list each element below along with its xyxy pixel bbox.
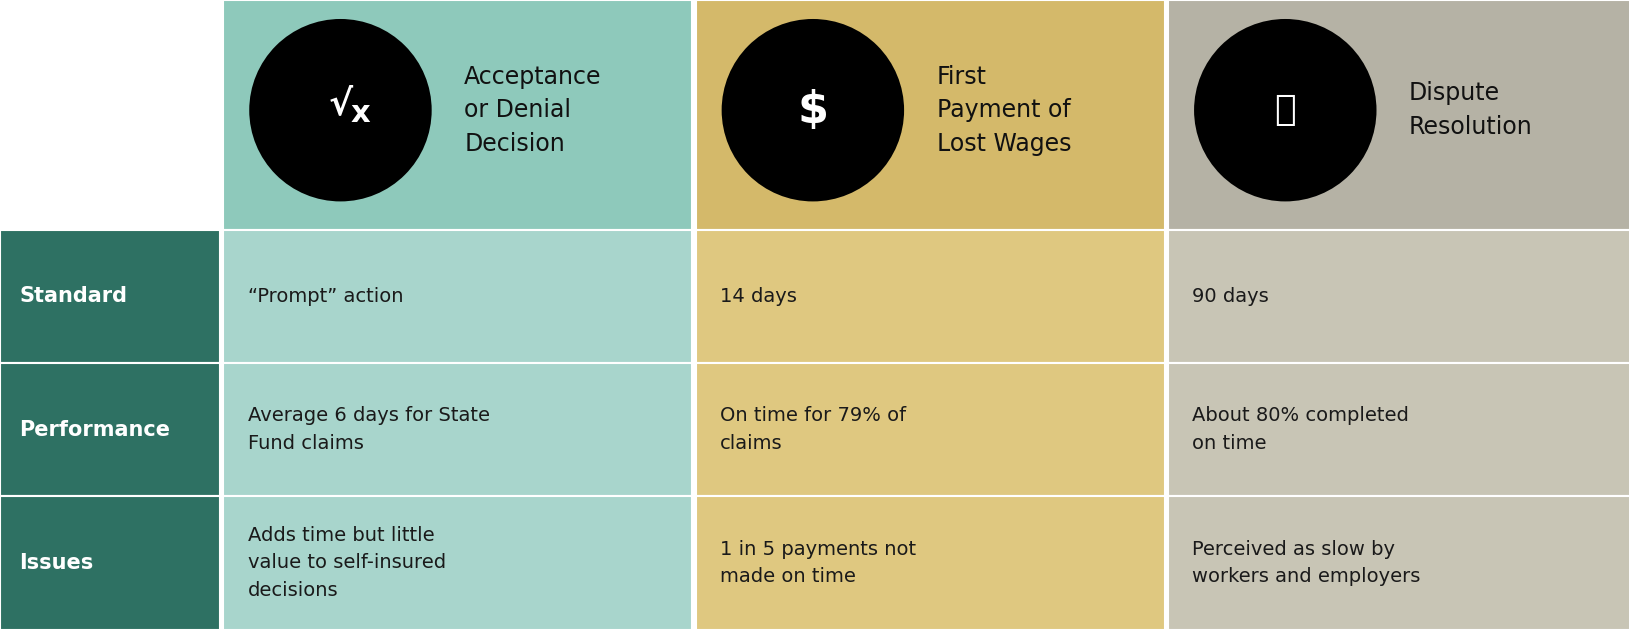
Text: Standard: Standard	[20, 286, 127, 306]
Text: Perceived as slow by
workers and employers: Perceived as slow by workers and employe…	[1192, 540, 1420, 586]
Text: Acceptance
or Denial
Decision: Acceptance or Denial Decision	[464, 65, 601, 156]
Text: Dispute
Resolution: Dispute Resolution	[1409, 81, 1533, 139]
Text: Adds time but little
value to self-insured
decisions: Adds time but little value to self-insur…	[248, 526, 446, 599]
Text: √: √	[329, 87, 352, 121]
Bar	[696, 496, 1165, 629]
Bar	[1168, 496, 1629, 629]
Text: About 80% completed
on time: About 80% completed on time	[1192, 406, 1409, 453]
Text: Issues: Issues	[20, 553, 94, 573]
Text: On time for 79% of
claims: On time for 79% of claims	[720, 406, 906, 453]
Bar	[223, 363, 692, 496]
Text: “Prompt” action: “Prompt” action	[248, 287, 402, 306]
Bar	[1168, 230, 1629, 363]
Text: Average 6 days for State
Fund claims: Average 6 days for State Fund claims	[248, 406, 490, 453]
Text: $: $	[797, 89, 829, 131]
Ellipse shape	[249, 19, 432, 201]
Bar	[223, 230, 692, 363]
Text: First
Payment of
Lost Wages: First Payment of Lost Wages	[937, 65, 1072, 156]
Text: 90 days: 90 days	[1192, 287, 1269, 306]
Bar	[0, 363, 220, 496]
Bar	[696, 0, 1165, 230]
Bar	[696, 363, 1165, 496]
Bar	[1168, 363, 1629, 496]
Ellipse shape	[722, 19, 904, 201]
Bar	[1168, 0, 1629, 230]
Text: 💬: 💬	[1274, 93, 1297, 127]
Bar	[696, 230, 1165, 363]
Bar	[0, 230, 220, 363]
Text: x: x	[350, 99, 370, 128]
Bar	[223, 496, 692, 629]
Text: 1 in 5 payments not
made on time: 1 in 5 payments not made on time	[720, 540, 915, 586]
Text: 14 days: 14 days	[720, 287, 797, 306]
Bar	[223, 0, 692, 230]
Text: Performance: Performance	[20, 420, 171, 440]
Ellipse shape	[1194, 19, 1377, 201]
Bar	[0, 496, 220, 629]
